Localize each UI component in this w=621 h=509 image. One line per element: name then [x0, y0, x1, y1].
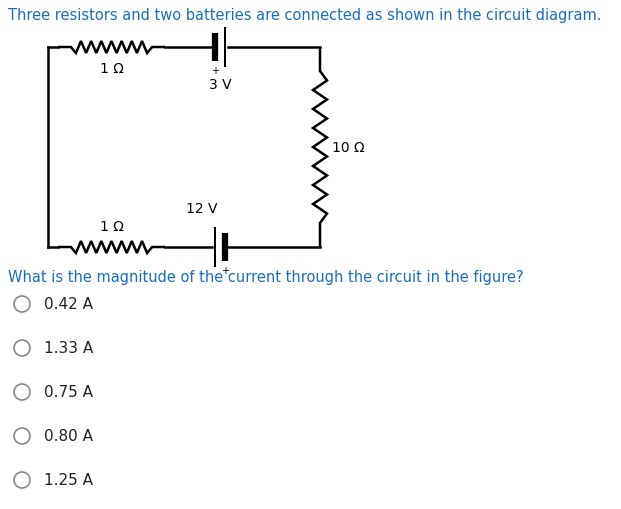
Text: 1 Ω: 1 Ω — [99, 219, 124, 234]
Text: 1.25 A: 1.25 A — [44, 472, 93, 488]
Text: What is the magnitude of the current through the circuit in the figure?: What is the magnitude of the current thr… — [8, 269, 524, 285]
Text: +: + — [221, 266, 229, 275]
Text: +: + — [211, 66, 219, 76]
Text: 3 V: 3 V — [209, 78, 231, 92]
Text: 0.80 A: 0.80 A — [44, 429, 93, 444]
Text: 0.42 A: 0.42 A — [44, 297, 93, 312]
Text: 1.33 A: 1.33 A — [44, 341, 93, 356]
Text: 12 V: 12 V — [186, 202, 218, 216]
Text: 0.75 A: 0.75 A — [44, 385, 93, 400]
Text: 10 Ω: 10 Ω — [332, 140, 365, 155]
Text: 1 Ω: 1 Ω — [99, 62, 124, 76]
Text: Three resistors and two batteries are connected as shown in the circuit diagram.: Three resistors and two batteries are co… — [8, 8, 602, 23]
